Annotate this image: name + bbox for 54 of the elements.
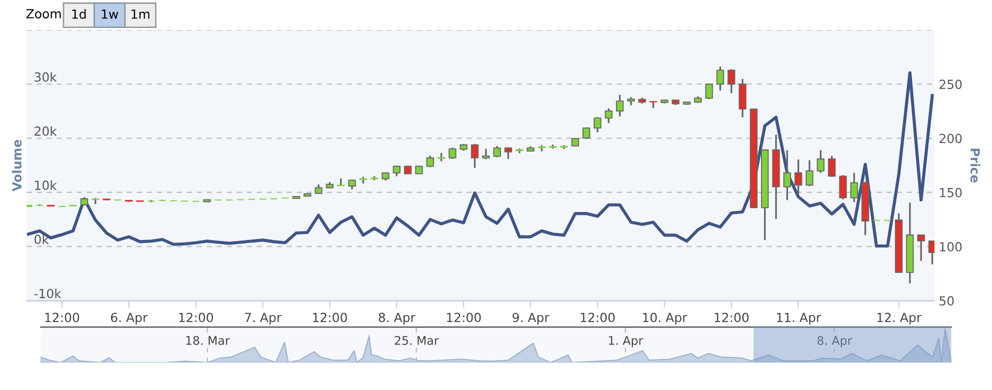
x-tick-label: 1. Apr	[608, 336, 644, 348]
candlestick	[839, 174, 847, 200]
x-tick-label: 7. Apr	[245, 312, 282, 325]
x-tick-label: 12:00	[313, 312, 347, 322]
y2-tick-label: 200	[940, 134, 962, 144]
text: 1w	[102, 10, 118, 19]
y-tick-label: -10k	[34, 288, 62, 298]
x-tick-label: 11. Apr	[776, 312, 822, 325]
candlestick	[716, 66, 724, 92]
candlestick	[426, 154, 434, 168]
y-axis-title: Volume	[12, 140, 22, 192]
candlestick	[594, 116, 602, 134]
candlestick	[470, 143, 479, 169]
x-tick-label: 12:00	[580, 312, 615, 322]
y2-tick-label: 150	[940, 188, 962, 198]
candlestick	[928, 240, 934, 266]
x-tick-label: 12:00	[446, 312, 481, 322]
candlestick	[806, 159, 814, 187]
y2-tick-label: 50	[940, 296, 954, 306]
candlestick	[616, 94, 624, 118]
y-tick-label: 30k	[34, 72, 57, 82]
candlestick	[728, 68, 736, 94]
text: 1d	[72, 9, 86, 19]
y2-axis-title: Price	[970, 148, 980, 183]
y-tick-label: 0k	[34, 234, 49, 244]
candlestick	[705, 83, 713, 100]
x-tick-label: 12:00	[45, 312, 80, 322]
x-tick-label: 25. Mar	[394, 336, 439, 345]
text: 1m	[132, 10, 150, 19]
x-tick-label: 6. Apr	[110, 312, 148, 325]
candlestick	[828, 155, 836, 178]
text: Zoom	[26, 9, 61, 18]
x-tick-label: 18. Mar	[186, 336, 230, 345]
candlestick	[314, 184, 322, 195]
y2-tick-label: 100	[940, 242, 962, 252]
x-tick-label: 9. Apr	[512, 312, 550, 325]
x-tick-label: 8. Apr	[817, 336, 852, 348]
y-tick-label: 10k	[35, 180, 57, 190]
x-tick-label: 12. Apr	[877, 312, 922, 325]
y-tick-label: 20k	[34, 126, 57, 136]
x-tick-label: 10. Apr	[643, 312, 688, 325]
y2-tick-label: 250	[940, 80, 962, 90]
candlestick	[448, 146, 456, 160]
candlestick	[917, 234, 925, 262]
candlestick	[794, 158, 802, 195]
candlestick	[392, 165, 400, 178]
candlestick	[816, 149, 824, 174]
candlestick	[783, 149, 792, 201]
x-tick-label: 8. Apr	[378, 312, 416, 325]
candlestick	[850, 172, 858, 203]
x-tick-label: 12:00	[714, 312, 749, 322]
candlestick	[604, 108, 612, 124]
x-tick-label: 12:00	[179, 312, 214, 322]
candlestick	[482, 148, 490, 160]
